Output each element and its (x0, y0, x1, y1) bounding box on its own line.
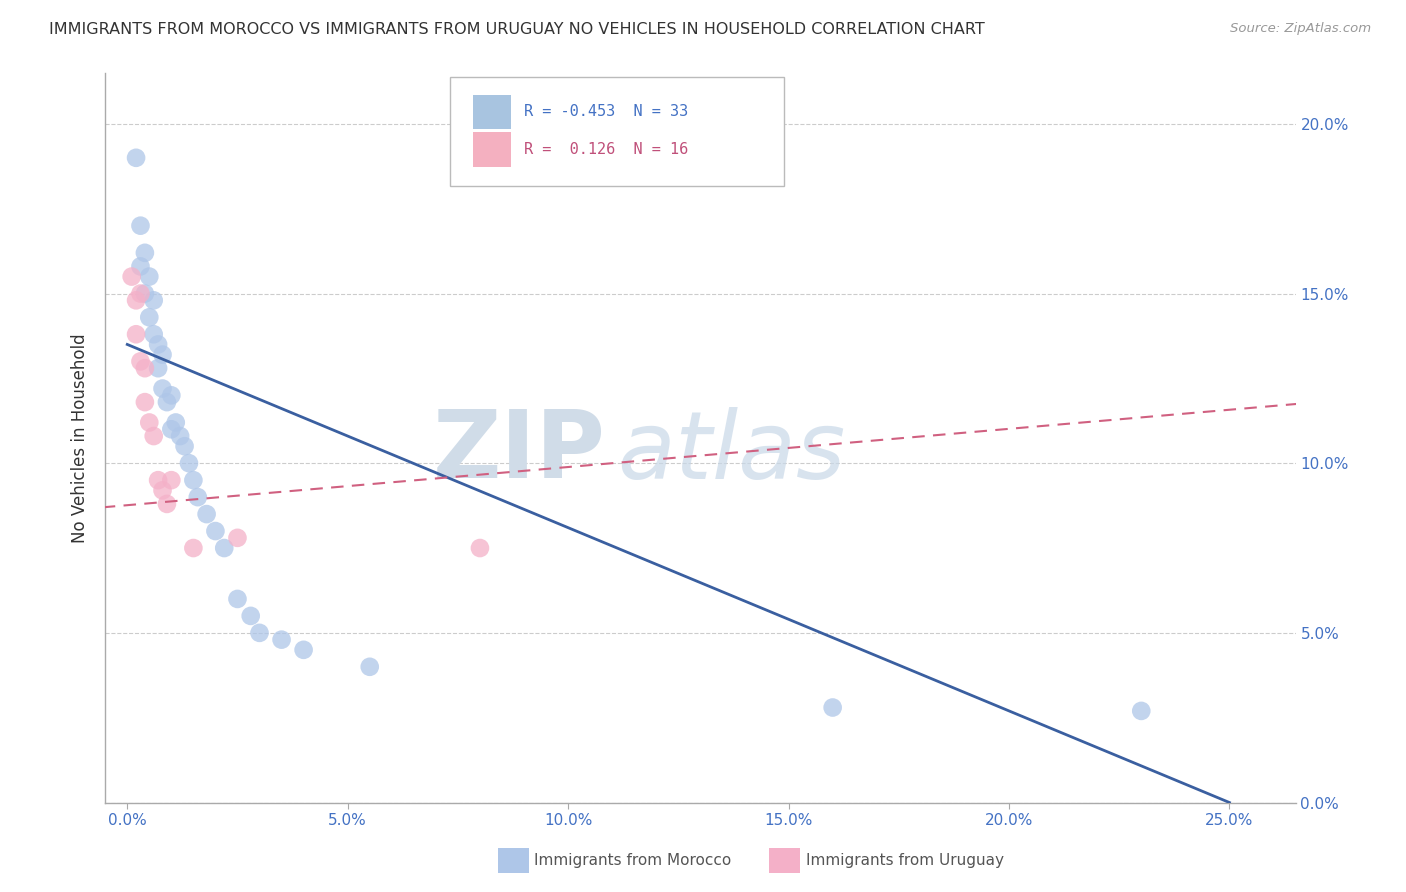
Point (121, 269, 143, 284)
Point (138, 416, 160, 430)
Point (160, 473, 183, 487)
Point (129, 260, 152, 274)
Point (129, 286, 152, 301)
Point (160, 388, 183, 402)
Point (226, 591, 249, 606)
Point (183, 541, 205, 555)
Point (821, 700, 844, 714)
Point (177, 456, 200, 470)
Point (468, 541, 491, 555)
Point (134, 245, 156, 260)
Point (129, 219, 152, 233)
Text: R =  0.126  N = 16: R = 0.126 N = 16 (524, 142, 689, 157)
Point (134, 395, 156, 409)
Text: Source: ZipAtlas.com: Source: ZipAtlas.com (1230, 22, 1371, 36)
Point (146, 337, 169, 351)
Point (195, 507, 218, 521)
Point (138, 310, 160, 325)
Point (152, 382, 174, 396)
Point (270, 632, 292, 647)
Point (146, 361, 169, 376)
Point (129, 354, 152, 368)
Point (152, 483, 174, 498)
Point (249, 625, 271, 640)
Point (134, 361, 156, 376)
Point (142, 327, 165, 342)
Point (125, 327, 148, 342)
Point (239, 608, 262, 623)
Y-axis label: No Vehicles in Household: No Vehicles in Household (72, 333, 89, 542)
Text: IMMIGRANTS FROM MOROCCO VS IMMIGRANTS FROM URUGUAY NO VEHICLES IN HOUSEHOLD CORR: IMMIGRANTS FROM MOROCCO VS IMMIGRANTS FR… (49, 22, 986, 37)
Point (169, 429, 191, 443)
Text: atlas: atlas (617, 407, 845, 498)
Point (292, 643, 315, 657)
Point (146, 473, 169, 487)
Point (152, 348, 174, 362)
Text: Immigrants from Morocco: Immigrants from Morocco (534, 854, 731, 868)
Point (212, 541, 235, 555)
Point (1130, 704, 1153, 718)
Point (125, 151, 148, 165)
FancyBboxPatch shape (472, 95, 512, 128)
Point (134, 286, 156, 301)
Point (142, 429, 165, 443)
Point (173, 439, 195, 453)
FancyBboxPatch shape (450, 77, 783, 186)
Point (156, 395, 179, 409)
Point (138, 269, 160, 284)
Point (226, 531, 249, 545)
Point (183, 473, 205, 487)
Point (142, 293, 165, 308)
Point (156, 497, 179, 511)
Point (204, 524, 226, 538)
Point (160, 422, 183, 436)
Point (359, 660, 381, 674)
Text: Immigrants from Uruguay: Immigrants from Uruguay (806, 854, 1004, 868)
Point (187, 490, 209, 504)
FancyBboxPatch shape (472, 132, 512, 167)
Point (125, 293, 148, 308)
Text: R = -0.453  N = 33: R = -0.453 N = 33 (524, 104, 689, 120)
Point (165, 416, 187, 430)
Text: ZIP: ZIP (432, 407, 605, 499)
